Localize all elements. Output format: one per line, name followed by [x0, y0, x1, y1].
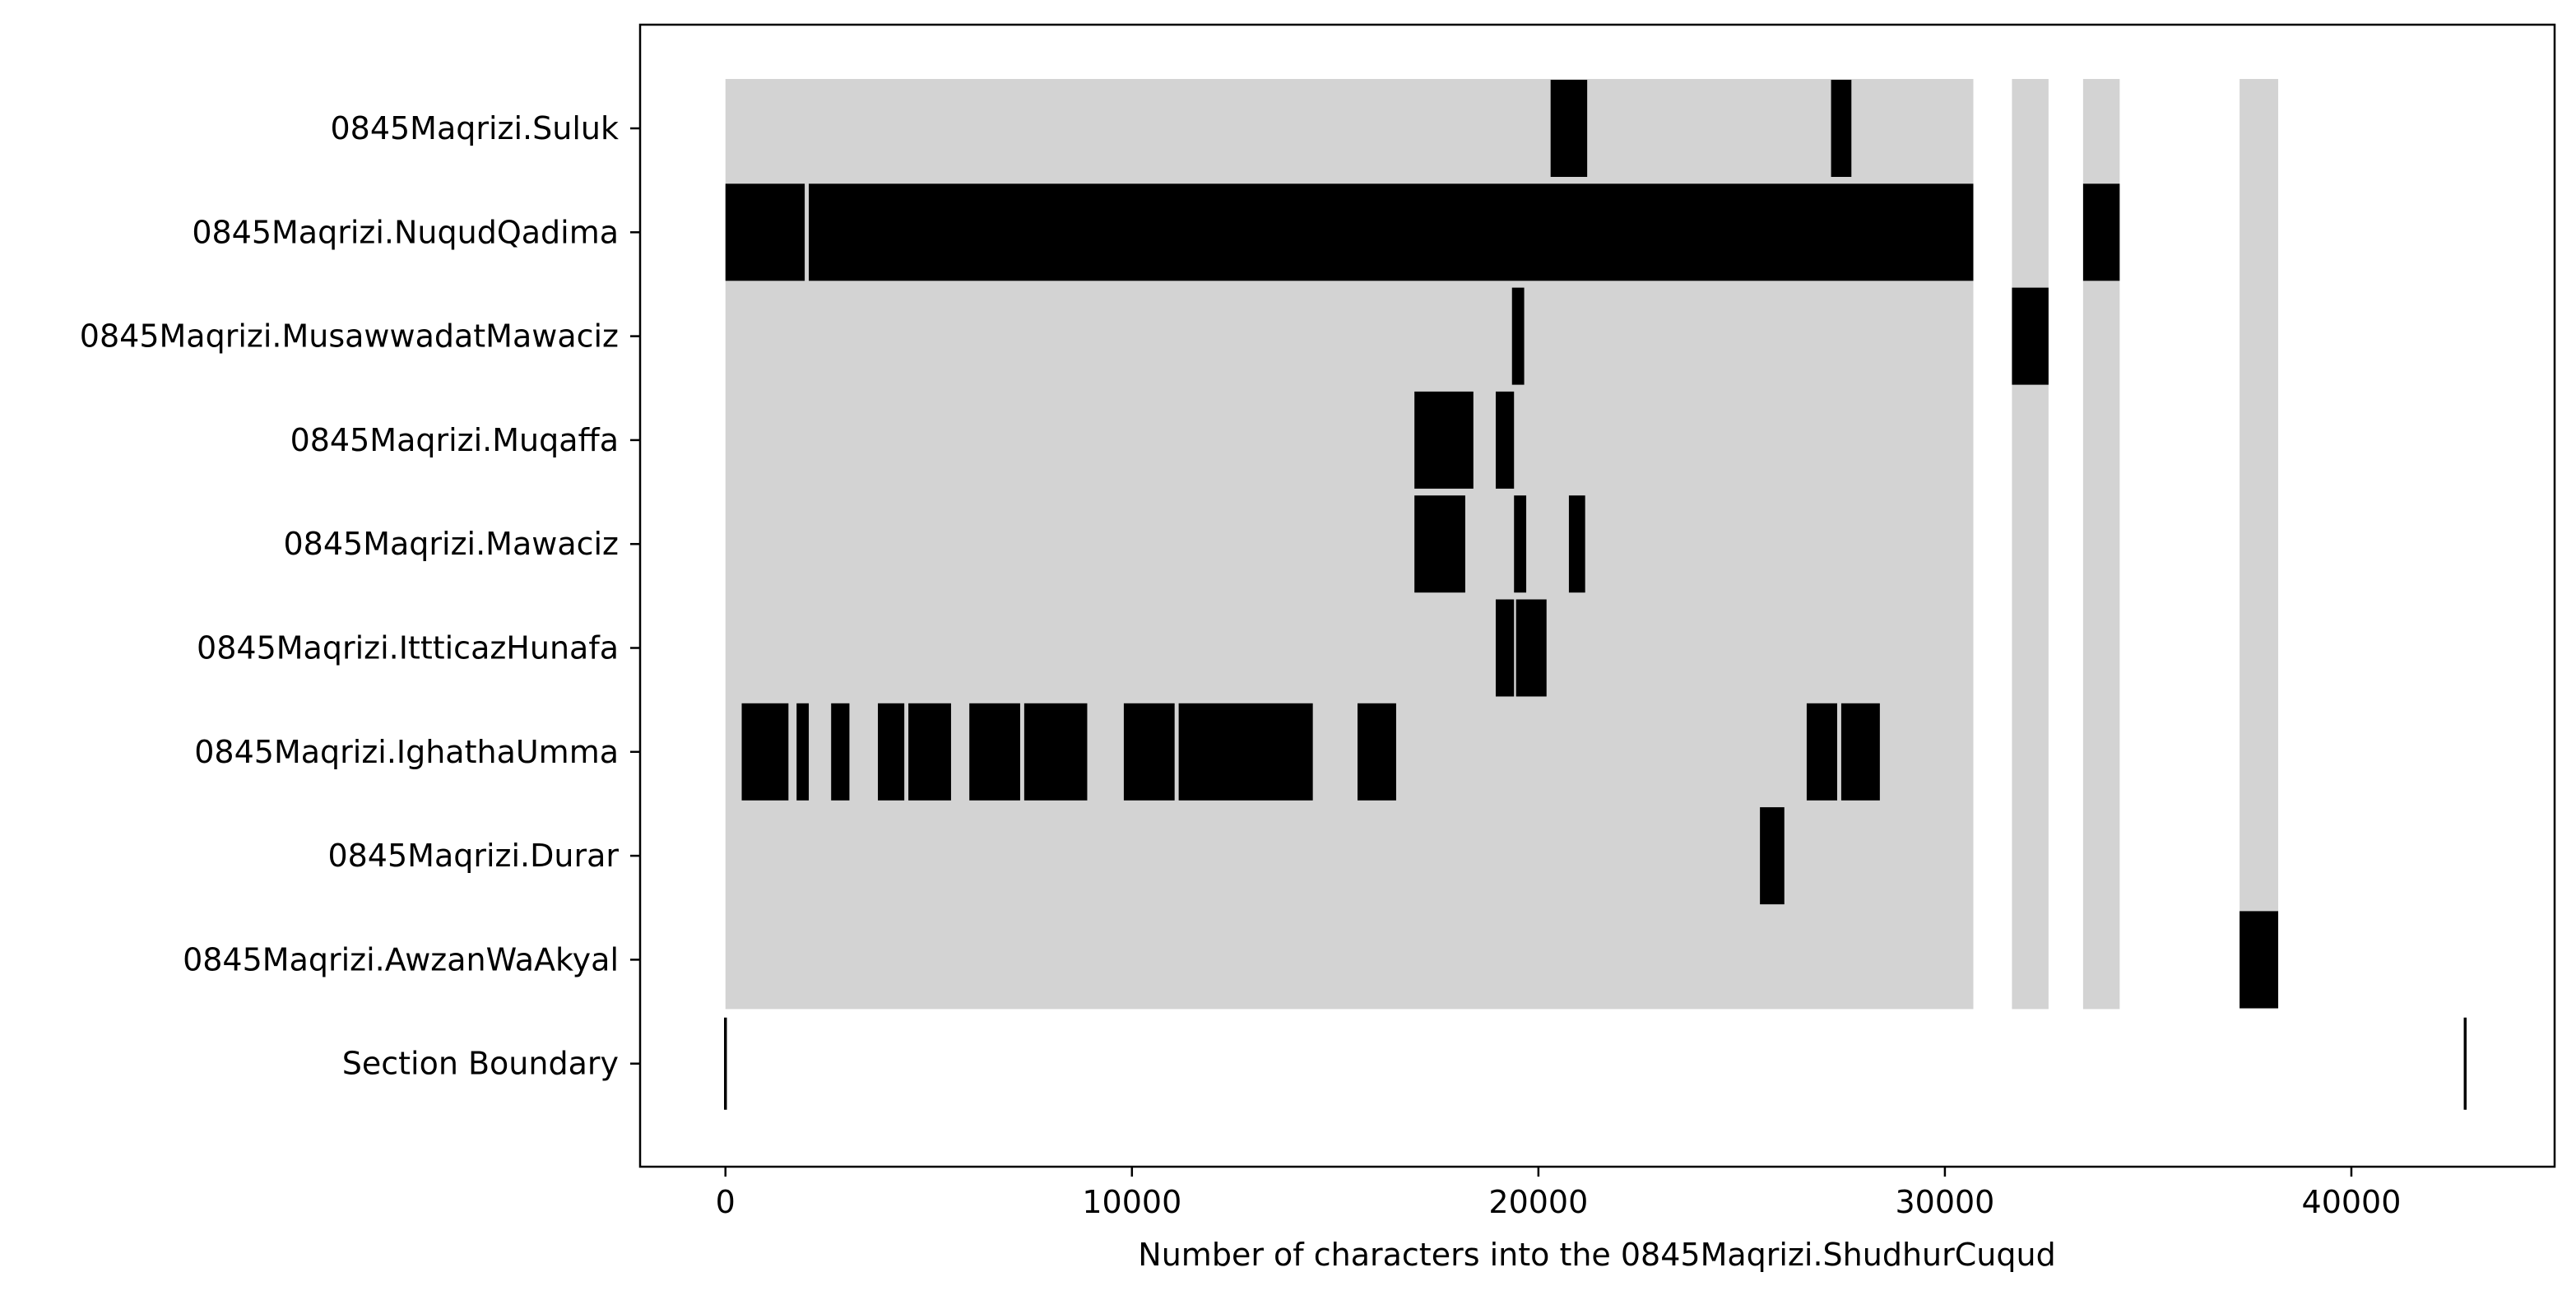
- match-bar-0845maqrizi-mawaciz-3: [1568, 495, 1585, 593]
- match-bar-0845maqrizi-muqaffa-2: [1495, 391, 1515, 489]
- match-bar-0845maqrizi-mawaciz-2: [1514, 495, 1527, 593]
- match-bar-0845maqrizi-nuqudqadima-1: [725, 183, 805, 281]
- match-bar-0845maqrizi-ighathaumma-3: [831, 703, 850, 801]
- match-bar-0845maqrizi-mawaciz-1: [1414, 495, 1465, 593]
- match-marks: [725, 80, 2279, 1009]
- x-axis-label: Number of characters into the 0845Maqriz…: [1138, 1237, 2055, 1273]
- x-tick-label-0: 0: [716, 1184, 736, 1220]
- y-tick-label-0845maqrizi-nuqudqadima: 0845Maqrizi.NuqudQadima: [192, 214, 619, 250]
- axes-frame: [638, 23, 2556, 1168]
- match-bar-0845maqrizi-ighathaumma-10: [1358, 703, 1396, 801]
- match-bar-0845maqrizi-ighathaumma-4: [878, 703, 905, 801]
- match-bar-0845maqrizi-durar-1: [1760, 807, 1785, 905]
- y-tick-label-0845maqrizi-muqaffa: 0845Maqrizi.Muqaffa: [290, 422, 619, 458]
- match-bar-0845maqrizi-suluk-2: [1831, 80, 1852, 177]
- match-bar-0845maqrizi-ighathaumma-9: [1178, 703, 1313, 801]
- match-bar-0845maqrizi-muqaffa-1: [1414, 391, 1474, 489]
- y-tick-label-0845maqrizi-durar: 0845Maqrizi.Durar: [327, 838, 619, 874]
- match-bar-0845maqrizi-ighathaumma-5: [908, 703, 951, 801]
- section-boundaries: [724, 1017, 2467, 1110]
- match-bar-0845maqrizi-ighathaumma-11: [1806, 703, 1837, 801]
- match-bar-0845maqrizi-ighathaumma-12: [1840, 703, 1880, 801]
- match-bar-0845maqrizi-ighathaumma-8: [1123, 703, 1175, 801]
- x-tick-label-40000: 40000: [2302, 1184, 2402, 1220]
- match-bar-0845maqrizi-ittticazhunafa-2: [1515, 599, 1547, 697]
- x-tick-label-30000: 30000: [1895, 1184, 1994, 1220]
- background-band-4: [2239, 79, 2279, 1010]
- match-bar-0845maqrizi-awzanwaakyal-1: [2239, 911, 2279, 1009]
- y-tick-label-0845maqrizi-mawaciz: 0845Maqrizi.Mawaciz: [284, 526, 620, 562]
- match-bar-0845maqrizi-nuqudqadima-2: [809, 183, 1974, 281]
- match-bar-0845maqrizi-suluk-1: [1550, 80, 1588, 177]
- match-bar-0845maqrizi-ighathaumma-2: [796, 703, 810, 801]
- y-tick-label-0845maqrizi-ittticazhunafa: 0845Maqrizi.IttticazHunafa: [197, 630, 619, 666]
- match-bar-0845maqrizi-ittticazhunafa-1: [1495, 599, 1515, 697]
- match-bar-0845maqrizi-nuqudqadima-3: [2082, 183, 2120, 281]
- y-tick-label-section-boundary: Section Boundary: [342, 1046, 619, 1082]
- y-tick-label-0845maqrizi-musawwadatmawaciz: 0845Maqrizi.MusawwadatMawaciz: [80, 318, 619, 355]
- background-band-2: [2012, 79, 2049, 1010]
- x-tick-label-10000: 10000: [1082, 1184, 1181, 1220]
- x-axis: 0 10000 20000 30000 40000: [716, 1167, 2402, 1220]
- y-tick-label-0845maqrizi-ighathaumma: 0845Maqrizi.IghathaUmma: [194, 734, 619, 770]
- x-tick-label-20000: 20000: [1488, 1184, 1588, 1220]
- match-bar-0845maqrizi-musawwadatmawaciz-1: [1511, 287, 1525, 385]
- y-tick-label-0845maqrizi-suluk: 0845Maqrizi.Suluk: [330, 110, 619, 146]
- match-bar-0845maqrizi-ighathaumma-7: [1023, 703, 1088, 801]
- match-bar-0845maqrizi-ighathaumma-6: [969, 703, 1020, 801]
- match-bar-0845maqrizi-musawwadatmawaciz-2: [2012, 287, 2049, 385]
- match-bar-0845maqrizi-ighathaumma-1: [741, 703, 789, 801]
- y-axis: 0845Maqrizi.Suluk 0845Maqrizi.NuqudQadima…: [80, 110, 640, 1082]
- y-tick-label-0845maqrizi-awzanwaakyal: 0845Maqrizi.AwzanWaAkyal: [183, 941, 619, 977]
